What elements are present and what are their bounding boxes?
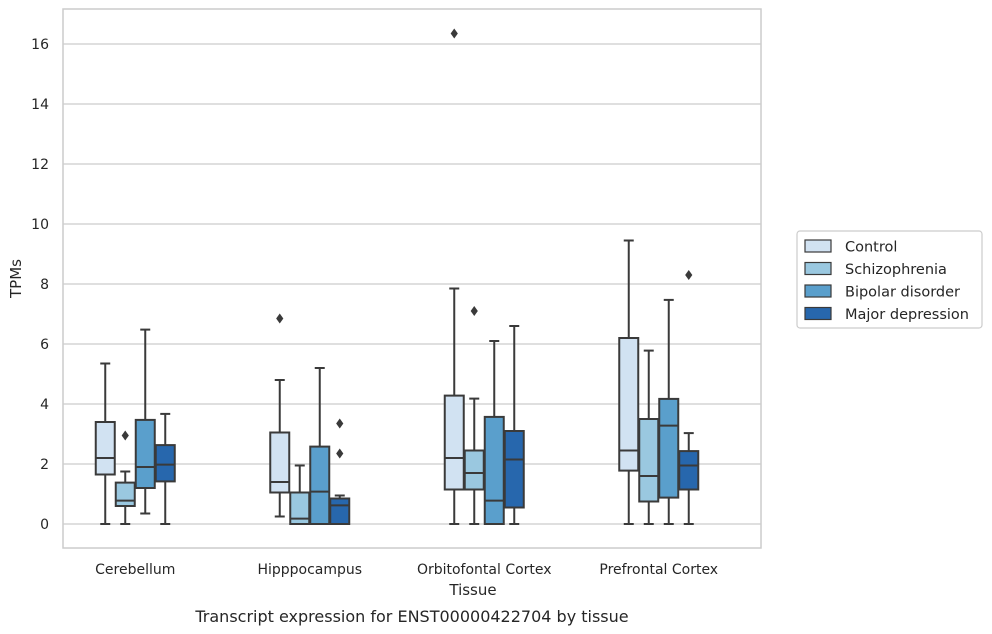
iqr-box [503, 430, 525, 509]
iqr-box [309, 445, 331, 526]
box-schizophrenia [289, 464, 311, 525]
chart-caption: Transcript expression for ENST0000042270… [194, 607, 628, 626]
iqr-box [483, 415, 505, 525]
x-tick-label: Hipppocampus [257, 562, 362, 578]
iqr-box [269, 431, 291, 494]
iqr-box [114, 481, 136, 508]
outlier-point [685, 270, 693, 280]
box-control [94, 362, 116, 525]
iqr-box [618, 337, 640, 472]
x-tick-labels: Cerebellum Hipppocampus Orbitofontal Corte… [95, 562, 718, 578]
y-gridlines [63, 43, 761, 525]
iqr-box [658, 397, 680, 499]
legend-label: Control [845, 240, 897, 256]
y-tick-label: 4 [40, 397, 49, 413]
box-control [443, 28, 465, 525]
y-tick-label: 10 [31, 217, 49, 233]
iqr-box [154, 444, 176, 483]
iqr-box [678, 450, 700, 491]
x-tick-label: Prefrontal Cortex [599, 562, 718, 578]
outlier-point [450, 28, 458, 39]
iqr-box [134, 418, 156, 489]
box-major-depression [678, 270, 700, 525]
y-tick-label: 12 [31, 157, 49, 173]
y-tick-labels: 0 2 4 6 8 10 12 14 16 [31, 37, 49, 533]
legend: Control Schizophrenia Bipolar disorder Majo… [796, 230, 983, 329]
outlier-point [276, 313, 284, 324]
box-bipolar-disorder [309, 367, 331, 526]
y-tick-label: 8 [40, 277, 49, 293]
box-bipolar-disorder [134, 328, 156, 515]
outlier-point [336, 418, 344, 429]
legend-label: Bipolar disorder [845, 285, 960, 301]
legend-label: Major depression [845, 307, 969, 323]
iqr-box [329, 497, 351, 525]
legend-swatch [804, 284, 832, 298]
box-schizophrenia [463, 306, 485, 525]
legend-frame [796, 230, 983, 329]
x-axis-label: Tissue [448, 581, 496, 599]
box-major-depression [154, 412, 176, 525]
y-tick-label: 6 [40, 337, 49, 353]
y-tick-label: 2 [40, 457, 49, 473]
y-tick-label: 16 [31, 37, 49, 53]
legend-swatch [804, 239, 832, 253]
outlier-point [121, 430, 129, 441]
y-tick-label: 14 [31, 97, 49, 113]
x-tick-label: Cerebellum [95, 562, 175, 578]
y-axis-label: TPMs [7, 259, 25, 299]
plot-area-frame [62, 8, 762, 549]
legend-swatch [804, 261, 832, 276]
box-schizophrenia [114, 430, 136, 525]
iqr-box [94, 421, 116, 476]
iqr-box [463, 449, 485, 491]
iqr-box [443, 394, 465, 491]
box-groups [94, 28, 700, 526]
box-major-depression [329, 418, 351, 525]
box-major-depression [503, 325, 525, 525]
box-control [618, 239, 640, 525]
outlier-point [470, 306, 478, 316]
y-tick-label: 0 [40, 517, 49, 533]
x-tick-label: Orbitofontal Cortex [417, 562, 552, 578]
legend-swatch [804, 306, 832, 321]
box-bipolar-disorder [658, 298, 680, 525]
box-control [269, 313, 291, 518]
legend-label: Schizophrenia [845, 262, 947, 278]
outlier-point [336, 448, 344, 459]
iqr-box [638, 418, 660, 503]
